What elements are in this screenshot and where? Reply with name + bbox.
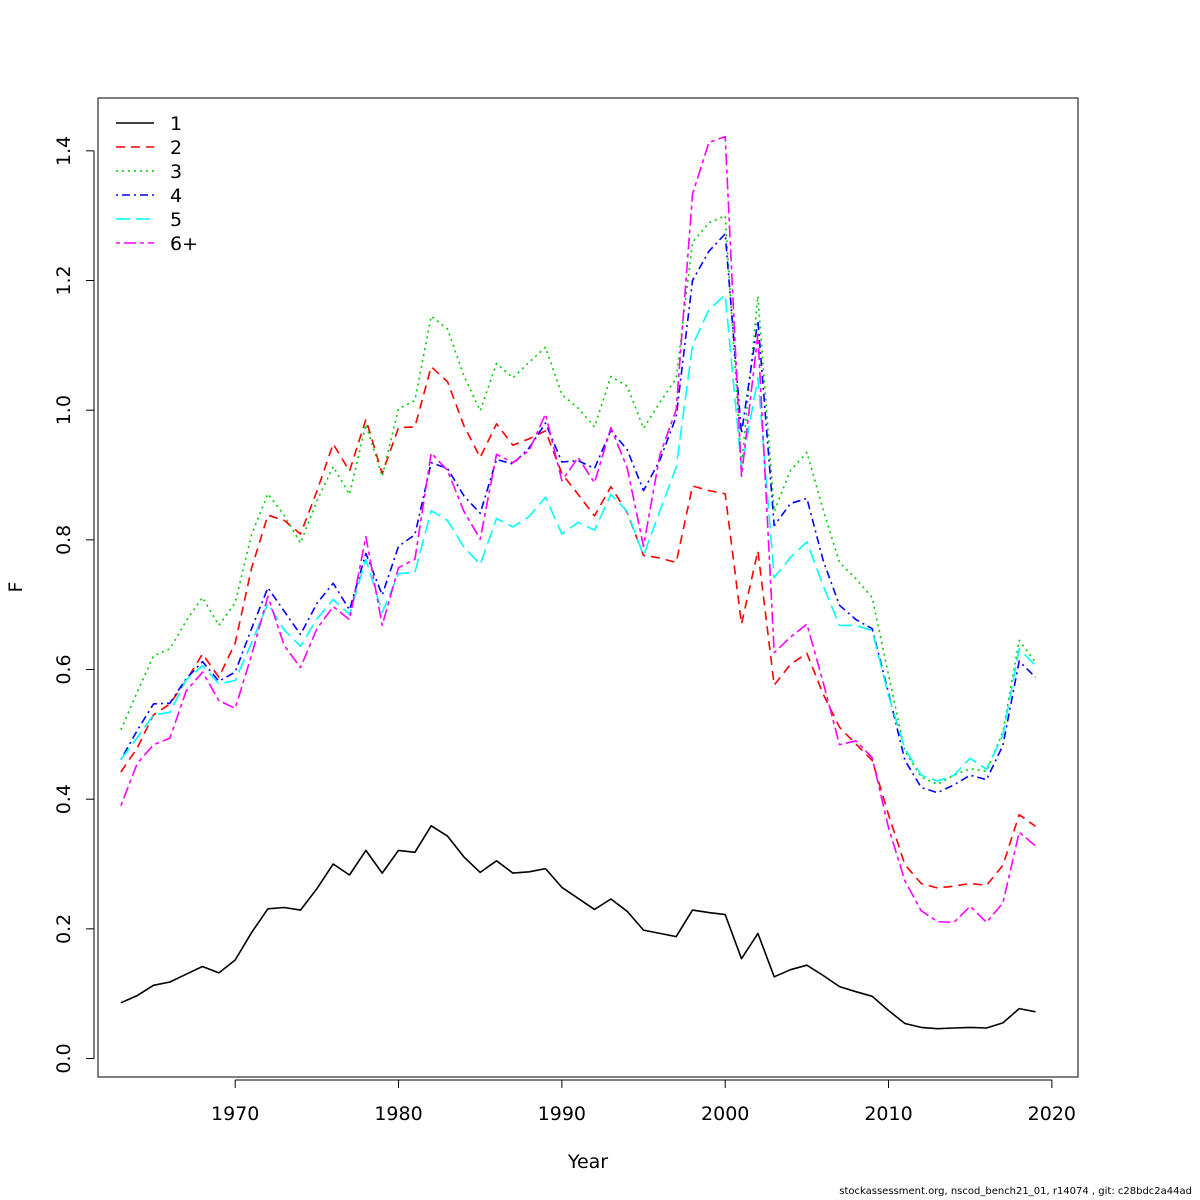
legend-label: 3 [170, 161, 182, 183]
series-lines [120, 135, 1037, 1030]
series-line-5 [120, 293, 1037, 782]
y-axis-title: F [5, 582, 27, 593]
legend-label: 1 [170, 113, 182, 135]
series-line-2 [120, 365, 1036, 889]
x-axis: 1970 1980 1990 2000 2010 2020 [211, 1079, 1076, 1125]
x-axis-title: Year [567, 1151, 608, 1173]
legend-label: 5 [170, 209, 182, 231]
legend-label: 6+ [170, 233, 198, 255]
y-tick-label: 1.4 [53, 136, 75, 166]
plot-box [97, 97, 1079, 1078]
y-tick-label: 0.8 [53, 525, 75, 555]
series-line-1 [120, 824, 1036, 1030]
x-tick-label: 1970 [211, 1103, 259, 1125]
legend-label: 2 [170, 137, 182, 159]
series-line-3 [120, 214, 1037, 786]
x-tick-label: 1990 [538, 1103, 586, 1125]
x-tick-label: 1980 [374, 1103, 422, 1125]
x-tick-label: 2010 [864, 1103, 912, 1125]
y-axis: 0.0 0.2 0.4 0.6 0.8 1.0 1.2 1.4 [53, 136, 95, 1074]
series-line-6 [120, 135, 1037, 924]
series-line-4 [120, 233, 1037, 794]
y-tick-label: 1.0 [53, 395, 75, 425]
x-tick-label: 2000 [701, 1103, 749, 1125]
y-tick-label: 0.2 [53, 914, 75, 944]
y-tick-label: 0.4 [53, 784, 75, 814]
y-tick-label: 1.2 [53, 265, 75, 295]
x-tick-label: 2020 [1028, 1103, 1076, 1125]
y-tick-label: 0.0 [53, 1043, 75, 1073]
legend-label: 4 [170, 185, 182, 207]
footer-caption: stockassessment.org, nscod_bench21_01, r… [839, 1186, 1192, 1197]
y-tick-label: 0.6 [53, 654, 75, 684]
